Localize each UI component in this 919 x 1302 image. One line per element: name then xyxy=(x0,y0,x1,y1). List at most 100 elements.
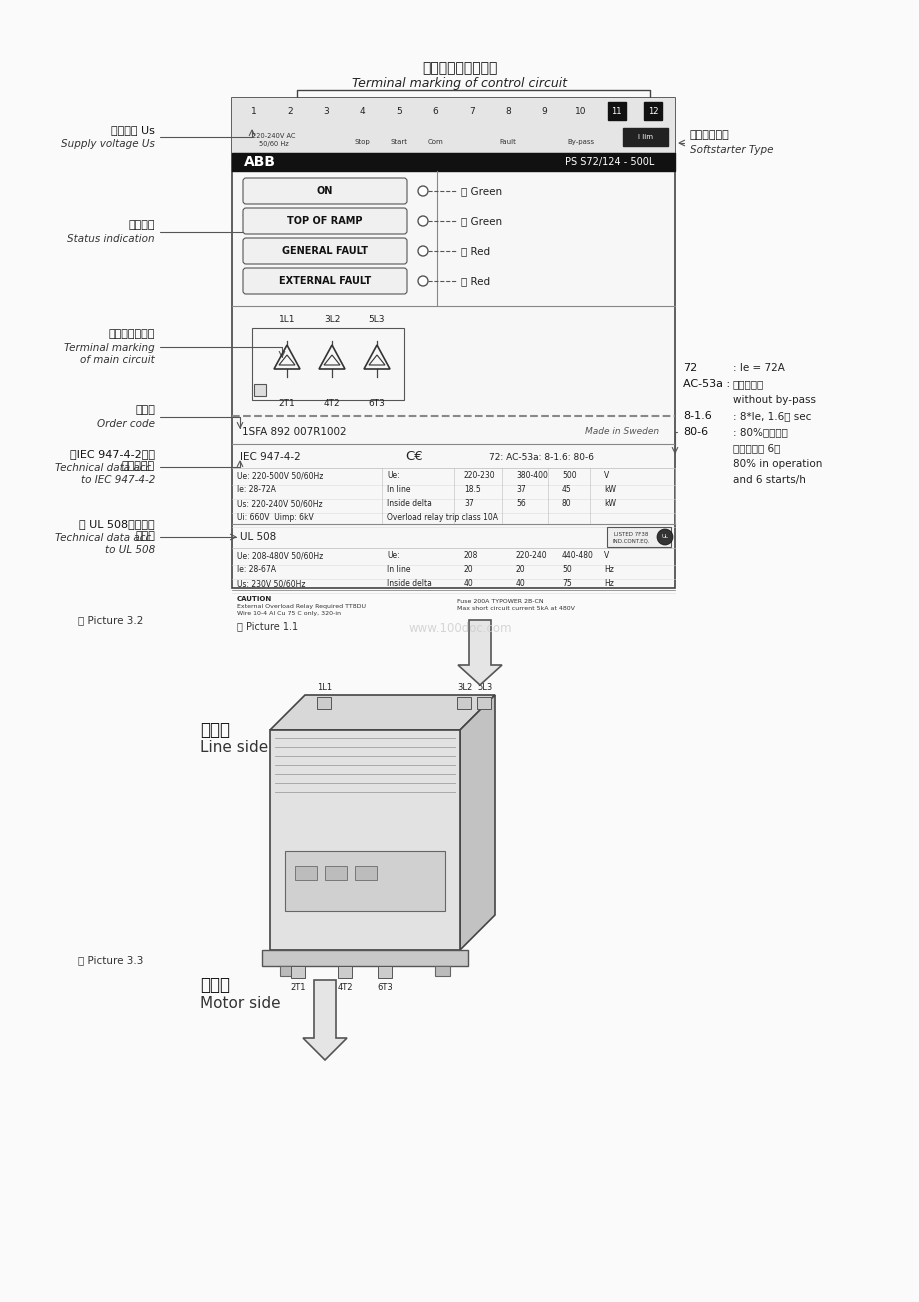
Text: 6T3: 6T3 xyxy=(377,983,392,992)
Text: 主回路端子標誌: 主回路端子標誌 xyxy=(108,329,154,350)
FancyBboxPatch shape xyxy=(243,208,406,234)
Text: 電機端: 電機端 xyxy=(199,976,230,993)
Text: 3L2: 3L2 xyxy=(457,682,472,691)
Text: 440-480: 440-480 xyxy=(562,552,594,560)
Text: Inside delta: Inside delta xyxy=(387,579,431,589)
Circle shape xyxy=(656,529,673,546)
Text: Inside delta: Inside delta xyxy=(387,500,431,509)
Polygon shape xyxy=(269,695,494,730)
Text: 6T3: 6T3 xyxy=(369,400,385,409)
Text: 220-230: 220-230 xyxy=(463,471,495,480)
Text: 綠 Green: 綠 Green xyxy=(460,216,502,227)
Text: In line: In line xyxy=(387,486,410,495)
Text: Ue:: Ue: xyxy=(387,552,399,560)
Text: Hz: Hz xyxy=(604,565,613,574)
Text: 4T2: 4T2 xyxy=(323,400,340,409)
Text: 3: 3 xyxy=(323,107,329,116)
Text: 工作電壓 Us: 工作電壓 Us xyxy=(111,125,154,135)
Text: CAUTION: CAUTION xyxy=(237,596,272,602)
Text: : 8*Ie, 1.6秒 sec: : 8*Ie, 1.6秒 sec xyxy=(732,411,811,421)
Text: Technical data acc.
to IEC 947-4-2: Technical data acc. to IEC 947-4-2 xyxy=(55,464,154,484)
Text: 2T1: 2T1 xyxy=(289,983,305,992)
Text: Us: 230V 50/60Hz: Us: 230V 50/60Hz xyxy=(237,579,305,589)
Text: 1L1: 1L1 xyxy=(278,315,295,324)
Text: C€: C€ xyxy=(404,450,423,464)
Text: 10: 10 xyxy=(574,107,585,116)
Text: LISTED 7F38: LISTED 7F38 xyxy=(613,531,648,536)
Polygon shape xyxy=(460,695,494,950)
Text: 4: 4 xyxy=(359,107,365,116)
Text: 500: 500 xyxy=(562,471,576,480)
Text: V: V xyxy=(604,552,608,560)
Text: V: V xyxy=(604,471,608,480)
Text: I lim: I lim xyxy=(638,134,652,141)
Text: 18.5: 18.5 xyxy=(463,486,481,495)
Text: 220-240V AC
50/60 Hz: 220-240V AC 50/60 Hz xyxy=(252,133,295,147)
Text: Ui: 660V  Uimp: 6kV: Ui: 660V Uimp: 6kV xyxy=(237,513,313,522)
Text: Status indication: Status indication xyxy=(67,234,154,243)
Text: 訂貨號: 訂貨號 xyxy=(135,405,154,415)
Text: 電源端: 電源端 xyxy=(199,721,230,740)
Text: 80: 80 xyxy=(562,500,571,509)
Text: 220-240: 220-240 xyxy=(516,552,547,560)
Bar xyxy=(337,966,352,978)
FancyBboxPatch shape xyxy=(243,238,406,264)
Text: Ie: 28-67A: Ie: 28-67A xyxy=(237,565,276,574)
Text: kW: kW xyxy=(604,486,616,495)
Text: kW: kW xyxy=(604,500,616,509)
Text: 綠 Green: 綠 Green xyxy=(460,186,502,197)
Bar xyxy=(607,527,670,547)
Circle shape xyxy=(417,276,427,286)
Circle shape xyxy=(417,216,427,227)
Bar xyxy=(254,384,266,396)
Text: www.100doc.com: www.100doc.com xyxy=(408,621,511,634)
Circle shape xyxy=(417,186,427,197)
Text: PS S72/124 - 500L: PS S72/124 - 500L xyxy=(564,158,654,167)
Text: GENERAL FAULT: GENERAL FAULT xyxy=(282,246,368,256)
Text: 2T1: 2T1 xyxy=(278,400,295,409)
Text: 不帶有旁路: 不帶有旁路 xyxy=(732,379,764,389)
Bar xyxy=(285,852,445,911)
Bar xyxy=(457,697,471,710)
Bar xyxy=(317,697,331,710)
Text: Line side: Line side xyxy=(199,741,268,755)
Text: Softstarter Type: Softstarter Type xyxy=(689,145,773,155)
Text: 20: 20 xyxy=(516,565,525,574)
Text: External Overload Relay Required TT8DU
Wire 10-4 Al Cu 75 C only, 320-in: External Overload Relay Required TT8DU W… xyxy=(237,604,366,616)
Bar xyxy=(295,866,317,880)
Text: 6: 6 xyxy=(432,107,437,116)
Text: Ue: 208-480V 50/60Hz: Ue: 208-480V 50/60Hz xyxy=(237,552,323,560)
Text: 狀態指示: 狀態指示 xyxy=(129,220,154,230)
Text: without by-pass: without by-pass xyxy=(732,395,815,405)
Text: Start: Start xyxy=(391,139,407,145)
Bar xyxy=(476,697,491,710)
Text: 40: 40 xyxy=(463,579,473,589)
Bar xyxy=(290,966,305,978)
Text: 37: 37 xyxy=(516,486,525,495)
Text: 每小時啟動 6次: 每小時啟動 6次 xyxy=(732,443,779,453)
Bar xyxy=(378,966,391,978)
Text: 按IEC 947-4-2列出
的技術參數: 按IEC 947-4-2列出 的技術參數 xyxy=(70,449,154,471)
Bar xyxy=(643,102,662,120)
Text: Fault: Fault xyxy=(499,139,516,145)
Text: 40: 40 xyxy=(516,579,525,589)
Bar xyxy=(252,328,403,400)
Text: 72: 72 xyxy=(682,363,697,372)
Bar xyxy=(262,950,468,966)
Text: ABB: ABB xyxy=(244,155,276,169)
Text: 紅 Red: 紅 Red xyxy=(460,276,490,286)
Text: 5L3: 5L3 xyxy=(369,315,385,324)
Bar xyxy=(232,154,675,171)
Text: 4T2: 4T2 xyxy=(337,983,352,992)
Bar xyxy=(279,966,295,976)
Text: EXTERNAL FAULT: EXTERNAL FAULT xyxy=(278,276,370,286)
Polygon shape xyxy=(458,620,502,685)
Text: 按 UL 508列出的技
術參數: 按 UL 508列出的技 術參數 xyxy=(79,519,154,540)
Text: Supply voltage Us: Supply voltage Us xyxy=(61,139,154,148)
Bar xyxy=(269,730,460,950)
Text: 80-6: 80-6 xyxy=(682,427,708,437)
Text: 7: 7 xyxy=(469,107,474,116)
Text: 控制回路的端子標誌: 控制回路的端子標誌 xyxy=(422,61,497,76)
Text: Made in Sweden: Made in Sweden xyxy=(584,427,658,436)
Bar xyxy=(232,98,675,589)
